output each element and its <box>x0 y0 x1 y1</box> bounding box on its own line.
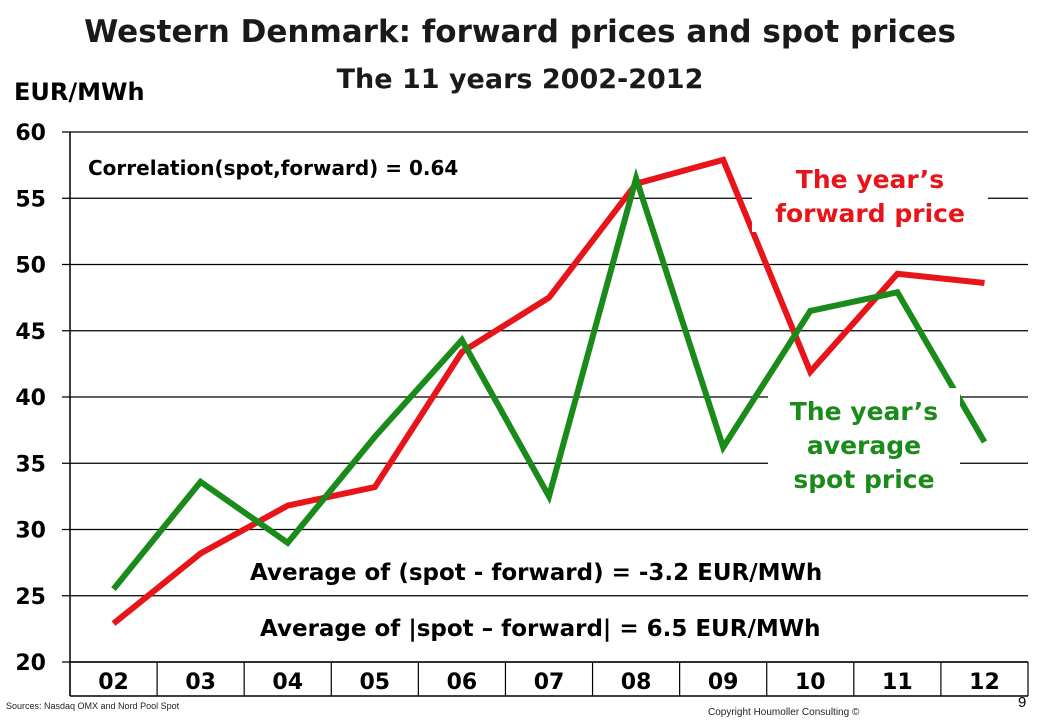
x-tick-label: 09 <box>708 670 739 695</box>
copyright-note: Copyright Houmoller Consulting © <box>708 707 860 718</box>
average-difference-annotation: Average of (spot - forward) = -3.2 EUR/M… <box>250 560 822 586</box>
y-tick-label: 50 <box>15 254 46 279</box>
y-tick-label: 20 <box>15 651 46 676</box>
correlation-annotation: Correlation(spot,forward) = 0.64 <box>88 156 458 180</box>
y-tick-label: 60 <box>15 121 46 146</box>
x-tick-label: 04 <box>272 670 303 695</box>
page-number: 9 <box>1018 694 1027 711</box>
chart-subtitle: The 11 years 2002-2012 <box>336 64 704 95</box>
y-tick-label: 25 <box>15 585 46 610</box>
y-tick-label: 45 <box>15 320 46 345</box>
x-tick-label: 03 <box>185 670 216 695</box>
x-tick-label: 05 <box>360 670 391 695</box>
source-note: Sources: Nasdaq OMX and Nord Pool Spot <box>6 701 180 711</box>
x-tick-label: 11 <box>882 670 913 695</box>
spot-label-background <box>768 388 960 500</box>
forward-legend-label: The year’s <box>796 165 944 194</box>
average-absolute-difference-annotation: Average of |spot – forward| = 6.5 EUR/MW… <box>260 616 820 642</box>
y-tick-label: 55 <box>15 187 46 212</box>
x-tick-label: 10 <box>795 670 826 695</box>
y-tick-label: 30 <box>15 519 46 544</box>
spot-price-line <box>111 167 988 591</box>
y-axis-unit-label: EUR/MWh <box>14 78 145 106</box>
chart-title: Western Denmark: forward prices and spot… <box>84 14 956 50</box>
avg-diff-background <box>246 552 986 590</box>
forward-label-background <box>752 156 988 232</box>
x-tick-label: 08 <box>621 670 652 695</box>
y-tick-label: 40 <box>15 386 46 411</box>
x-tick-label: 06 <box>447 670 478 695</box>
avg-abs-diff-background <box>256 608 990 646</box>
forward-legend-label: forward price <box>775 199 965 228</box>
spot-legend-label: The year’s <box>790 397 938 426</box>
x-tick-label: 12 <box>969 670 1000 695</box>
x-tick-label: 02 <box>98 670 129 695</box>
spot-legend-label: spot price <box>793 465 934 494</box>
x-tick-label: 07 <box>534 670 565 695</box>
spot-legend-label: average <box>807 431 921 460</box>
y-tick-label: 35 <box>15 452 46 477</box>
